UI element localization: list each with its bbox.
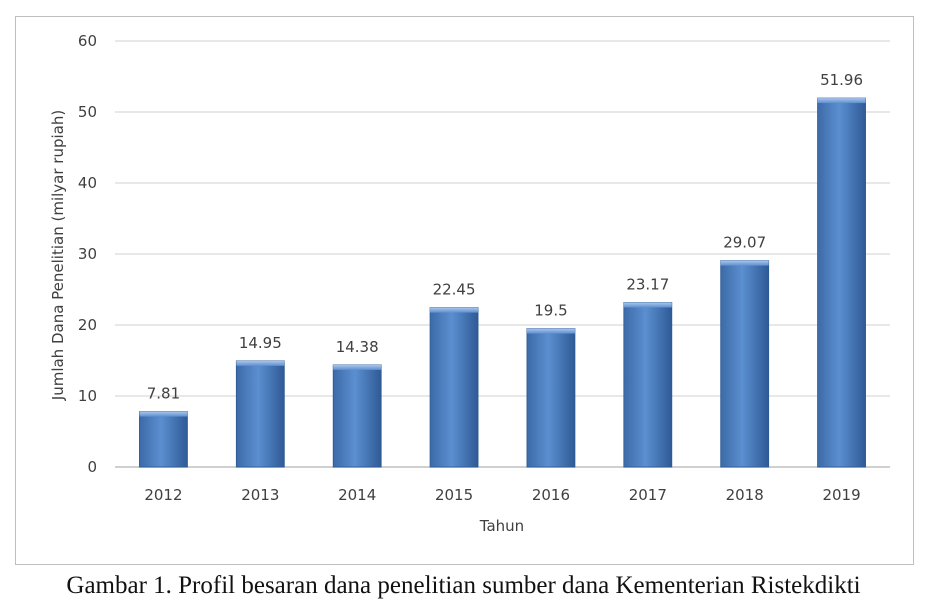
bar-cap <box>623 302 672 308</box>
data-label: 19.5 <box>534 302 567 320</box>
y-axis-title: Jumlah Dana Penelitian (milyar rupiah) <box>49 110 67 401</box>
bar-body <box>332 364 382 468</box>
bar-cap <box>333 364 382 370</box>
bar <box>332 364 382 468</box>
data-labels: 7.81 14.95 14.38 22.45 19.5 23.17 29.07 51.96 <box>147 71 863 402</box>
data-label: 51.96 <box>820 71 863 89</box>
data-label: 29.07 <box>723 234 766 252</box>
bar-cap <box>236 360 285 366</box>
x-tick-label: 2012 <box>144 486 182 504</box>
x-tick-label: 2014 <box>338 486 376 504</box>
bar <box>526 328 576 468</box>
bar-cap <box>139 411 188 417</box>
bar-cap <box>526 328 575 334</box>
data-label: 14.95 <box>239 334 282 352</box>
bar-body <box>623 302 673 468</box>
y-tick-label: 20 <box>78 316 97 334</box>
bar-cap <box>430 307 479 313</box>
x-tick-label: 2018 <box>726 486 764 504</box>
bars <box>139 97 866 468</box>
x-tick-labels: 2012 2013 2014 2015 2016 2017 2018 2019 <box>144 486 860 504</box>
bar <box>817 97 866 468</box>
bar <box>235 360 285 468</box>
y-tick-label: 0 <box>87 458 97 476</box>
y-tick-labels: 0 10 20 30 40 50 60 <box>78 32 97 476</box>
x-axis-title: Tahun <box>479 517 524 535</box>
x-tick-label: 2017 <box>629 486 667 504</box>
y-tick-label: 30 <box>78 245 97 263</box>
bar <box>139 411 188 468</box>
y-tick-label: 50 <box>78 103 97 121</box>
y-tick-label: 60 <box>78 32 97 50</box>
data-label: 7.81 <box>147 385 180 403</box>
bar-chart: 0 10 20 30 40 50 60 7.81 14.95 14.38 22.45 19.5 23.… <box>49 32 890 535</box>
data-label: 22.45 <box>433 281 476 299</box>
bar-cap <box>720 260 769 266</box>
bar-body <box>720 260 770 468</box>
x-tick-label: 2015 <box>435 486 473 504</box>
bar-body <box>526 328 576 468</box>
bar-body <box>429 307 479 468</box>
y-tick-label: 10 <box>78 387 97 405</box>
bar-body <box>817 97 866 468</box>
data-label: 14.38 <box>336 338 379 356</box>
x-tick-label: 2019 <box>822 486 860 504</box>
y-tick-label: 40 <box>78 174 97 192</box>
bar-cap <box>817 98 866 104</box>
bar <box>720 260 770 468</box>
gridlines <box>115 40 890 468</box>
figure-caption: Gambar 1. Profil besaran dana penelitian… <box>66 572 861 599</box>
data-label: 23.17 <box>626 275 669 293</box>
bar <box>623 302 673 468</box>
bar <box>429 307 479 468</box>
x-tick-label: 2013 <box>241 486 279 504</box>
bar-body <box>139 411 188 468</box>
bar-body <box>235 360 285 468</box>
x-tick-label: 2016 <box>532 486 570 504</box>
